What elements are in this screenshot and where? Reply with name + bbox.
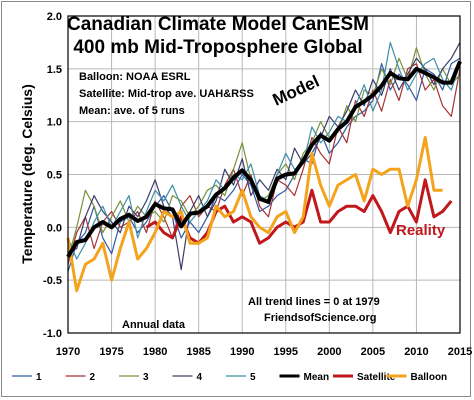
x-tick-label: 2005 bbox=[361, 346, 385, 358]
legend: 1 2 3 4 5 Mean Satellite Balloon bbox=[12, 372, 447, 383]
y-axis-label: Temperature (deg. Celsius) bbox=[19, 84, 35, 263]
x-tick-label: 2010 bbox=[404, 346, 428, 358]
series-line-1 bbox=[67, 57, 461, 272]
series-line-balloon bbox=[66, 136, 443, 293]
y-tick-label: 1.0 bbox=[47, 117, 62, 129]
y-tick-label: 2.0 bbox=[47, 11, 62, 23]
y-axis-ticks: -1.0 -0.5 0.0 0.5 1.0 1.5 2.0 bbox=[43, 11, 62, 340]
x-axis-ticks: 1970 1975 1980 1985 1990 1995 2000 2005 2010 2015 bbox=[56, 346, 472, 358]
series-line-mean bbox=[66, 60, 462, 258]
legend-label-balloon: Balloon bbox=[411, 372, 448, 383]
annotation-annual-data: Annual data bbox=[122, 319, 186, 331]
y-tick-label: 0.5 bbox=[47, 170, 62, 182]
x-tick-label: 1980 bbox=[143, 346, 167, 358]
note-balloon: Balloon: NOAA ESRL bbox=[79, 71, 191, 83]
y-tick-label: 0.0 bbox=[47, 222, 62, 234]
notes: Balloon: NOAA ESRL Satellite: Mid-trop a… bbox=[79, 71, 254, 117]
y-tick-label: 1.5 bbox=[47, 64, 62, 76]
y-tick-label: -0.5 bbox=[43, 275, 62, 287]
y-tick-label: -1.0 bbox=[43, 328, 62, 340]
legend-label-mean: Mean bbox=[304, 372, 330, 383]
series-line-4 bbox=[67, 42, 461, 271]
x-tick-label: 1975 bbox=[99, 346, 123, 358]
x-tick-label: 1990 bbox=[230, 346, 254, 358]
annotation-source: FriendsofScience.org bbox=[264, 312, 376, 324]
x-tick-label: 2000 bbox=[317, 346, 341, 358]
x-tick-label: 2015 bbox=[448, 346, 472, 358]
legend-label-5: 5 bbox=[250, 372, 256, 383]
x-tick-label: 1995 bbox=[274, 346, 298, 358]
legend-label-satellite: Satellite bbox=[357, 372, 396, 383]
note-mean: Mean: ave. of 5 runs bbox=[79, 105, 185, 117]
x-tick-label: 1985 bbox=[186, 346, 210, 358]
plot-border bbox=[67, 15, 461, 334]
chart-title-line-2: 400 mb Mid-Troposphere Global bbox=[73, 37, 362, 58]
legend-label-3: 3 bbox=[143, 372, 149, 383]
annotation-trend-note: All trend lines = 0 at 1979 bbox=[248, 296, 380, 308]
chart-title: Canadian Climate Model CanESM 400 mb Mid… bbox=[67, 14, 369, 58]
plot-area bbox=[66, 15, 462, 334]
annotation-reality: Reality bbox=[396, 222, 446, 239]
note-satellite: Satellite: Mid-trop ave. UAH&RSS bbox=[79, 88, 254, 100]
legend-label-2: 2 bbox=[90, 372, 96, 383]
legend-label-1: 1 bbox=[36, 372, 42, 383]
legend-label-4: 4 bbox=[197, 372, 203, 383]
x-tick-label: 1970 bbox=[56, 346, 80, 358]
chart-title-line-1: Canadian Climate Model CanESM bbox=[67, 14, 369, 35]
